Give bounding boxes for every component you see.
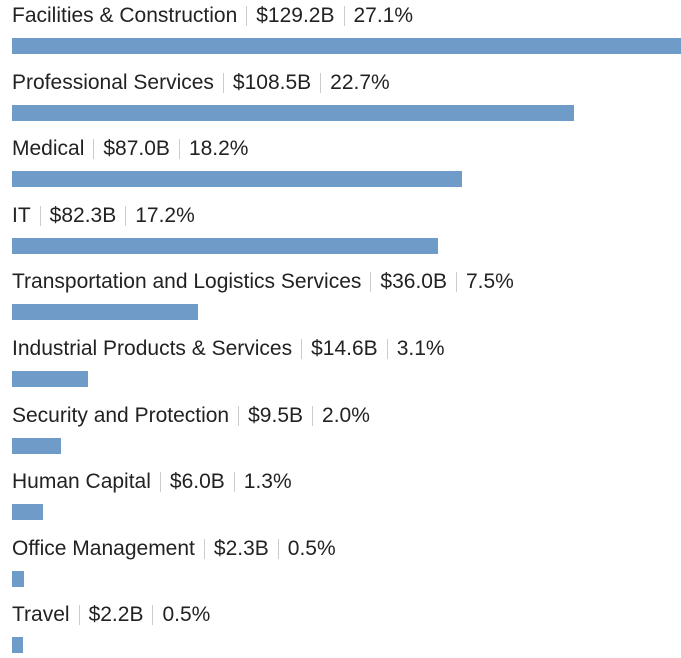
separator [222,72,224,93]
separator [233,472,235,493]
separator [238,405,240,426]
separator [301,339,303,359]
category-label: Facilities & Construction [12,4,238,27]
percent-label: 3.1% [396,337,445,360]
category-label: Travel [12,603,70,627]
category-label: Industrial Products & Services [12,337,293,360]
bar [12,504,44,521]
bar [12,437,62,454]
bar [12,171,463,188]
separator [159,472,161,493]
separator [78,605,80,626]
separator [370,272,372,293]
category-label: Security and Protection [12,403,230,427]
separator [93,139,95,160]
separator [203,538,205,559]
value-label: $87.0B [103,137,170,161]
bar [12,104,574,121]
value-label: $82.3B [49,203,117,227]
bar-label: Office Management $2.3B 0.5% [12,537,336,561]
percent-label: 17.2% [135,203,195,227]
percent-label: 0.5% [162,603,211,627]
bar-row: Security and Protection $9.5B 2.0% [12,400,681,466]
separator [152,605,154,626]
bar-row: Transportation and Logistics Services $36… [12,266,681,332]
value-label: $9.5B [248,403,304,427]
bar [12,237,439,254]
percent-label: 7.5% [465,270,514,294]
bar [12,570,24,587]
bar-row: Travel $2.2B 0.5% [12,599,681,658]
category-label: Transportation and Logistics Services [12,270,362,294]
bar-label: Industrial Products & Services $14.6B 3.1% [12,337,445,361]
bar-row: Office Management $2.3B 0.5% [12,533,681,599]
bar-row: Professional Services $108.5B 22.7% [12,67,681,133]
category-label: Human Capital [12,470,151,494]
bar-row: Medical $87.0B 18.2% [12,133,681,199]
separator [386,339,388,359]
percent-label: 27.1% [353,4,414,27]
category-label: Professional Services [12,70,214,94]
bar [12,637,24,654]
separator [246,6,248,26]
bar-row: Facilities & Construction $129.2B 27.1% [12,0,681,66]
separator [125,205,127,226]
value-label: $108.5B [232,70,312,94]
bar [12,38,681,54]
percent-label: 1.3% [243,470,292,494]
category-label: IT [12,203,31,227]
value-label: $36.0B [380,270,447,294]
value-label: $6.0B [169,470,225,494]
bar-label: Transportation and Logistics Services $36… [12,270,514,294]
bar-row: IT $82.3B 17.2% [12,200,681,266]
value-label: $129.2B [256,4,335,27]
bar-label: Facilities & Construction $129.2B 27.1% [12,4,413,28]
bar-row: Human Capital $6.0B 1.3% [12,466,681,532]
separator [312,405,314,426]
percent-label: 22.7% [330,70,390,94]
separator [320,72,322,93]
percent-label: 18.2% [188,137,249,161]
category-label: Office Management [12,536,195,560]
bar-label: Security and Protection $9.5B 2.0% [12,404,370,428]
separator [277,538,279,559]
bar-row: Industrial Products & Services $14.6B 3.1% [12,333,681,399]
separator [178,139,180,160]
value-label: $2.2B [88,603,144,627]
bar [12,371,88,387]
value-label: $14.6B [311,337,378,360]
bar-label: Professional Services $108.5B 22.7% [12,71,390,95]
separator [39,205,41,226]
bar-label: Human Capital $6.0B 1.3% [12,470,292,494]
value-label: $2.3B [213,536,269,560]
separator [343,6,345,26]
separator [455,272,457,293]
bar-label: Medical $87.0B 18.2% [12,137,248,161]
percent-label: 0.5% [287,536,336,560]
percent-label: 2.0% [322,403,370,427]
bar [12,304,199,321]
category-label: Medical [12,137,85,161]
bar-label: Travel $2.2B 0.5% [12,603,210,627]
bar-label: IT $82.3B 17.2% [12,204,195,228]
